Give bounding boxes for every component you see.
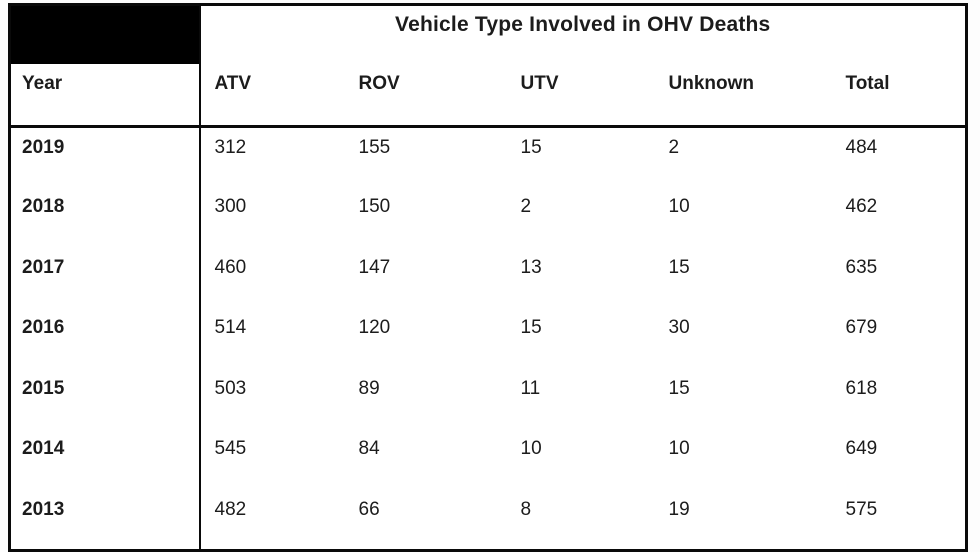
column-header-atv: ATV xyxy=(199,64,345,129)
atv-value-cell: 503 xyxy=(214,377,247,399)
table-row: 2017 460 147 13 15 635 xyxy=(9,247,967,309)
year-cell: 2018 xyxy=(9,187,201,248)
total-value-cell: 649 xyxy=(845,438,878,460)
year-cell: 2016 xyxy=(9,308,201,369)
atv-value-cell: 312 xyxy=(214,137,247,159)
column-header-year: Year xyxy=(9,64,201,129)
rov-value-cell: 147 xyxy=(358,256,391,278)
utv-value-cell: 15 xyxy=(520,317,542,339)
column-header-utv: UTV xyxy=(506,64,655,129)
unknown-value-cell: 2 xyxy=(668,137,680,159)
year-cell: 2014 xyxy=(9,429,201,490)
table-row: 2016 514 120 15 30 679 xyxy=(9,308,967,369)
utv-value-cell: 10 xyxy=(520,438,542,460)
rov-value-cell: 89 xyxy=(358,377,380,399)
total-value-cell: 484 xyxy=(845,137,878,159)
unknown-value-cell: 15 xyxy=(668,377,690,399)
atv-value-cell: 300 xyxy=(214,196,247,218)
rov-value-cell: 150 xyxy=(358,196,391,218)
rov-value-cell: 66 xyxy=(358,498,380,520)
total-value-cell: 618 xyxy=(845,377,878,399)
year-cell: 2015 xyxy=(9,368,201,430)
utv-value-cell: 2 xyxy=(520,196,532,218)
total-value-cell: 635 xyxy=(845,256,878,278)
table-row: 2018 300 150 2 10 462 xyxy=(9,187,967,248)
utv-value-cell: 11 xyxy=(520,377,541,399)
atv-value-cell: 514 xyxy=(214,317,247,339)
utv-value-cell: 13 xyxy=(520,256,542,278)
atv-value-cell: 460 xyxy=(214,256,247,278)
unknown-value-cell: 19 xyxy=(668,498,690,520)
table-row: 2015 503 89 11 15 618 xyxy=(9,368,967,430)
total-value-cell: 462 xyxy=(845,196,878,218)
column-header-row: Year ATV ROV UTV Unknown Total xyxy=(9,64,967,129)
atv-value-cell: 545 xyxy=(214,438,247,460)
column-header-unknown: Unknown xyxy=(654,64,832,129)
table-title: Vehicle Type Involved in OHV Deaths xyxy=(395,13,771,36)
year-cell: 2013 xyxy=(9,489,201,551)
table-row: 2013 482 66 8 19 575 xyxy=(9,489,967,551)
unknown-value-cell: 30 xyxy=(668,317,690,339)
atv-value-cell: 482 xyxy=(214,498,247,520)
utv-value-cell: 8 xyxy=(520,498,532,520)
table-row: 2014 545 84 10 10 649 xyxy=(9,429,967,490)
rov-value-cell: 84 xyxy=(358,438,380,460)
unknown-value-cell: 10 xyxy=(668,438,690,460)
rov-value-cell: 120 xyxy=(358,317,391,339)
year-cell: 2017 xyxy=(9,247,201,309)
ohv-deaths-table: Vehicle Type Involved in OHV Deaths Year… xyxy=(8,3,969,552)
total-value-cell: 575 xyxy=(845,498,878,520)
year-cell: 2019 xyxy=(9,126,201,188)
rov-value-cell: 155 xyxy=(358,137,391,159)
total-value-cell: 679 xyxy=(845,317,878,339)
utv-value-cell: 15 xyxy=(520,137,542,159)
title-row: Vehicle Type Involved in OHV Deaths xyxy=(9,4,967,65)
unknown-value-cell: 15 xyxy=(668,256,690,278)
redacted-black-cell xyxy=(9,4,201,65)
column-header-rov: ROV xyxy=(344,64,507,129)
column-header-total: Total xyxy=(831,64,967,129)
unknown-value-cell: 10 xyxy=(668,196,690,218)
table-row: 2019 312 155 15 2 484 xyxy=(9,126,967,188)
